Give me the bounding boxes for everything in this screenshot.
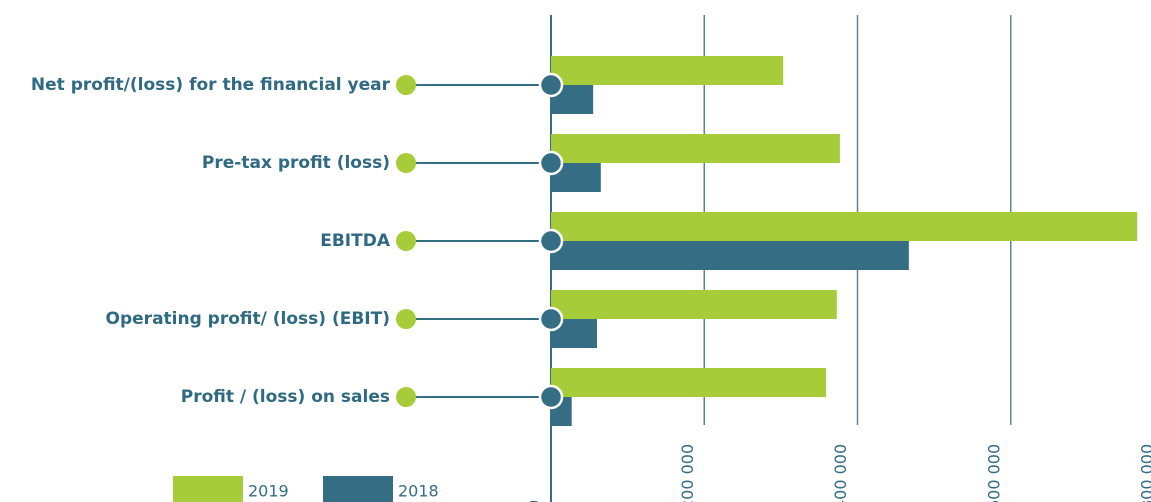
category-label: Profit / (loss) on sales [181, 387, 390, 407]
category-label: Pre-tax profit (loss) [202, 153, 390, 173]
bar [551, 241, 909, 270]
bar [551, 368, 827, 397]
label-dot [396, 75, 416, 95]
bar [551, 290, 837, 319]
axis-dot [538, 72, 564, 98]
label-dot [396, 309, 416, 329]
label-dot [396, 153, 416, 173]
legend-swatch [323, 476, 393, 502]
category-label: Net profit/(loss) for the financial year [31, 75, 391, 95]
category-label: Operating profit/ (loss) (EBIT) [106, 309, 390, 329]
label-dot [396, 231, 416, 251]
x-tick-label: 800 000 [1138, 444, 1151, 502]
x-tick-label: 0 [525, 500, 544, 502]
axis-dot [538, 150, 564, 176]
bar [551, 56, 784, 85]
x-tick-label: 600 000 [984, 444, 1003, 502]
x-tick-label: 200 000 [678, 444, 697, 502]
legend-swatch [173, 476, 243, 502]
x-tick-label: 400 000 [831, 444, 850, 502]
bar [551, 212, 1138, 241]
legend-label: 2018 [398, 482, 439, 501]
legend-label: 2019 [248, 482, 289, 501]
axis-dot [538, 228, 564, 254]
category-label: EBITDA [320, 231, 391, 251]
bar [551, 134, 840, 163]
label-dot [396, 387, 416, 407]
axis-dot [538, 306, 564, 332]
axis-dot [538, 384, 564, 410]
